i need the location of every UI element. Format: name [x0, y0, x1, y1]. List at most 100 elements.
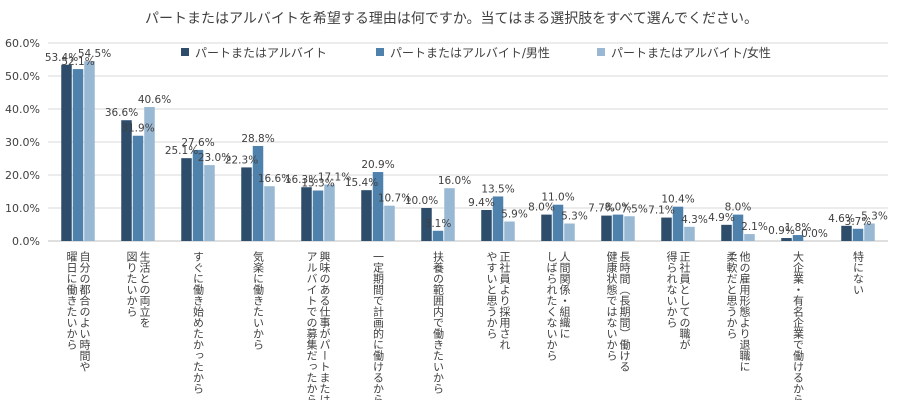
bar	[864, 223, 875, 241]
category-label: 長時間（長期間）働ける	[618, 251, 631, 372]
bar	[301, 187, 312, 241]
bar	[732, 214, 744, 241]
category-label: すぐに働き始めたかったから	[192, 251, 205, 394]
data-label: 23.0%	[198, 152, 231, 164]
data-label: 22.3%	[225, 154, 258, 166]
category-label: 正社員としての職が	[678, 251, 691, 350]
data-labels: 53.4%52.1%54.5% 36.6% 31.9% 40.6% 25.1%27.6%…	[45, 48, 888, 240]
bar	[421, 208, 432, 241]
legend-label: パートまたはアルバイト/男性	[390, 46, 550, 60]
data-label: 8.0%	[605, 202, 632, 214]
data-label: 53.4%	[45, 52, 78, 64]
legend-swatch	[376, 48, 384, 56]
data-label: 4.9%	[708, 212, 735, 224]
bar	[204, 165, 215, 241]
bar	[481, 209, 492, 241]
category-label: 柔軟だと思うから	[725, 251, 738, 339]
bar	[624, 216, 635, 241]
data-label: 7.5%	[621, 203, 648, 215]
data-label: 4.3%	[681, 214, 708, 226]
data-label: 11.0%	[541, 192, 574, 204]
y-tick-label: 50.0%	[5, 70, 40, 83]
bar	[852, 228, 864, 241]
data-label: 2.1%	[741, 221, 768, 233]
category-label: 人間関係・組織に	[558, 251, 571, 339]
legend-label: パートまたはアルバイト	[195, 46, 327, 60]
bar	[192, 149, 204, 241]
y-tick-label: 0.0%	[12, 235, 40, 248]
category-label: 得られないから	[665, 251, 678, 328]
data-label: 0.0%	[801, 228, 828, 240]
data-label: 3.1%	[425, 218, 452, 230]
bar	[541, 214, 552, 241]
bar	[312, 190, 324, 241]
data-label: 40.6%	[138, 94, 171, 106]
category-label: やすいと思うから	[485, 251, 498, 339]
bar	[84, 61, 95, 242]
bar	[744, 234, 755, 241]
bar	[841, 225, 852, 241]
bar	[564, 223, 575, 241]
category-label: しばられたくないから	[545, 251, 558, 361]
data-label: 20.9%	[361, 159, 394, 171]
data-label: 36.6%	[105, 107, 138, 119]
bar	[372, 172, 384, 241]
data-label: 13.5%	[481, 183, 514, 195]
data-label: 16.6%	[258, 173, 291, 185]
legend-swatch	[181, 48, 189, 56]
category-label: 正社員より採用され	[498, 251, 511, 350]
category-label: 生活との両立を	[138, 250, 151, 328]
data-label: 3.7%	[845, 216, 872, 228]
legend-swatch	[597, 48, 605, 56]
data-label: 1.8%	[785, 222, 812, 234]
data-label: 25.1%	[165, 145, 198, 157]
chart-title: パートまたはアルバイトを希望する理由は何ですか。当てはまる選択肢をすべて選んでく…	[144, 11, 759, 27]
y-axis: 0.0% 10.0% 20.0% 30.0% 40.0% 50.0% 60.0%	[5, 37, 40, 248]
bars	[61, 61, 875, 242]
bar	[432, 230, 444, 241]
data-label: 28.8%	[241, 133, 274, 145]
data-label: 15.3%	[301, 178, 334, 190]
category-label: アルバイトでの募集だったから	[305, 251, 318, 400]
data-label: 9.4%	[468, 197, 495, 209]
bar	[324, 184, 335, 241]
data-label: 8.0%	[528, 202, 555, 214]
data-label: 4.6%	[828, 213, 855, 225]
category-label: 気楽に働きたいから	[252, 250, 265, 350]
category-label: 一定期間で計画的に働けるから	[372, 251, 385, 400]
category-label: 健康状態ではないから	[605, 251, 618, 361]
y-tick-label: 40.0%	[5, 103, 40, 116]
data-label: 52.1%	[61, 56, 94, 68]
bar	[241, 167, 252, 241]
data-label: 5.3%	[861, 211, 888, 223]
category-label: 扶養の範囲内で働きたいから	[432, 250, 445, 394]
data-label: 7.7%	[588, 203, 615, 215]
data-label: 8.0%	[725, 202, 752, 214]
data-label: 0.9%	[768, 225, 795, 237]
data-label: 5.9%	[501, 209, 528, 221]
y-tick-label: 30.0%	[5, 136, 40, 149]
data-label: 10.0%	[405, 195, 438, 207]
y-tick-label: 20.0%	[5, 169, 40, 182]
gridlines	[48, 42, 888, 242]
category-label: 他の雇用形態より退職に	[738, 251, 751, 372]
category-label: 特にない	[852, 250, 865, 295]
data-label: 31.9%	[121, 123, 154, 135]
data-label: 10.4%	[661, 194, 694, 206]
bar	[252, 145, 264, 241]
bar	[601, 215, 612, 241]
bar	[181, 158, 192, 241]
bar	[361, 190, 372, 241]
data-label: 15.4%	[345, 177, 378, 189]
category-label: 大企業・有名企業で働けるから	[792, 250, 805, 400]
category-label: 図りたいから	[125, 251, 138, 317]
data-label: 16.0%	[438, 175, 471, 187]
data-label: 7.1%	[648, 205, 675, 217]
y-tick-label: 60.0%	[5, 37, 40, 50]
bar	[504, 221, 515, 241]
bar	[72, 69, 84, 241]
bar	[492, 196, 504, 241]
data-label: 16.3%	[285, 174, 318, 186]
data-label: 27.6%	[181, 137, 214, 149]
